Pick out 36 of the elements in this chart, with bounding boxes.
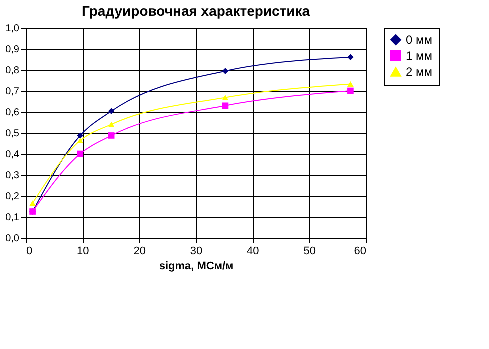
y-tick-label: 0,5 [6, 128, 20, 140]
x-tick-label: 20 [134, 246, 146, 258]
x-tick-label: 10 [77, 246, 90, 258]
point [348, 82, 354, 88]
point [222, 68, 229, 74]
point [30, 200, 36, 206]
y-tick-label: 0,1 [6, 212, 20, 224]
point [348, 54, 354, 61]
y-tick-label: 0,6 [6, 108, 20, 118]
y-tick-label: 0,0 [6, 234, 20, 244]
x-tick-label: 30 [190, 246, 203, 258]
point [77, 150, 84, 158]
y-tick-label: 1,0 [6, 24, 20, 34]
legend-label: 0 мм [406, 33, 433, 47]
y-tick-label: 0,9 [6, 44, 20, 56]
x-tick-label: 60 [354, 246, 366, 258]
point [108, 122, 115, 128]
point [222, 94, 229, 100]
x-axis-title: sigma, МСм/м [159, 260, 234, 272]
y-tick-label: 0,2 [6, 192, 20, 202]
point [108, 108, 115, 115]
x-tick-label: 50 [304, 246, 316, 258]
x-tick-label: 0 [26, 246, 33, 258]
y-tick-label: 0,8 [6, 66, 20, 76]
y-tick-label: 0,7 [6, 86, 20, 98]
point [77, 138, 84, 144]
y-tick-label: 0,4 [6, 150, 20, 160]
x-tick-label: 40 [247, 246, 260, 258]
point [77, 132, 84, 139]
chart-title: Градуировочная характеристика [82, 3, 310, 19]
y-tick-label: 0,3 [6, 170, 20, 182]
point [348, 88, 354, 94]
legend-label: 1 мм [406, 49, 433, 63]
point [222, 102, 229, 110]
legend-label: 2 мм [406, 65, 433, 79]
point [108, 132, 115, 139]
